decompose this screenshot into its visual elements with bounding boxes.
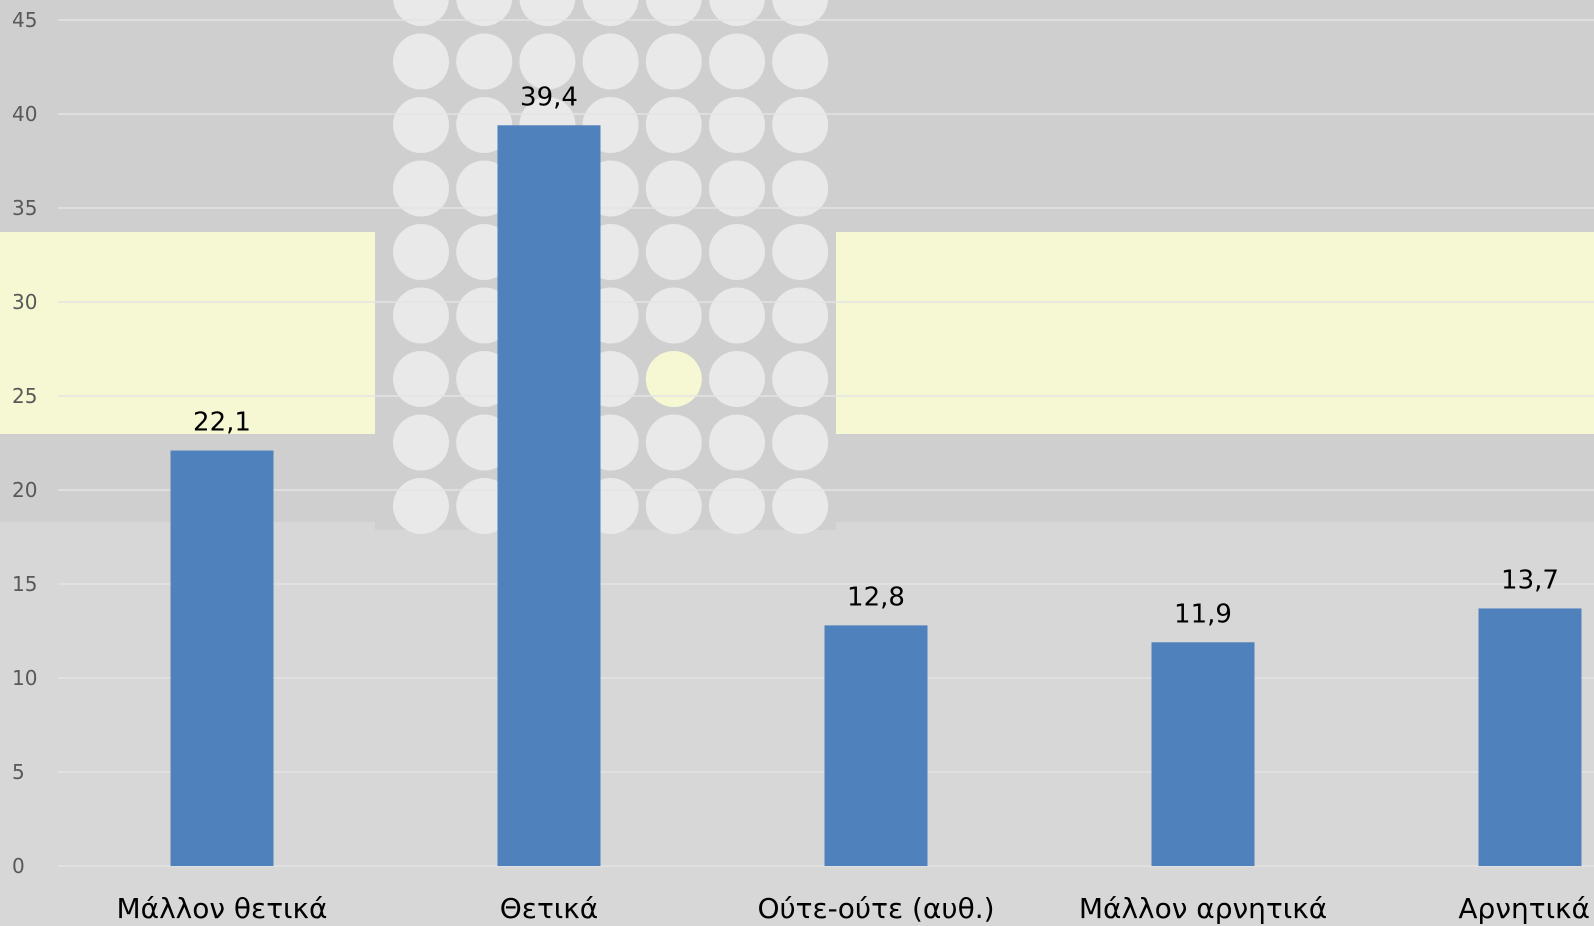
x-category-label: Ούτε-ούτε (αυθ.) [757, 892, 994, 925]
decor-dot [393, 478, 449, 534]
y-tick-label: 25 [12, 384, 37, 408]
decor-dot [772, 160, 829, 217]
decor-dot [772, 97, 829, 153]
y-tick-label: 45 [12, 8, 37, 32]
decor-dot [772, 33, 829, 90]
decor-dot [393, 33, 449, 90]
bar [497, 125, 601, 866]
decor-dot [772, 414, 829, 471]
decor-dot [393, 351, 449, 407]
decor-dot [645, 478, 702, 534]
highlight-band-left [0, 232, 375, 434]
y-tick-label: 40 [12, 102, 37, 126]
decor-dot [645, 351, 702, 407]
highlight-band-right [836, 232, 1594, 434]
y-tick-label: 15 [12, 572, 37, 596]
decor-dot [772, 224, 829, 280]
decor-dot [393, 287, 449, 344]
decor-dot [645, 33, 702, 90]
decor-dot [645, 287, 702, 344]
x-axis-category-labels: Μάλλον θετικά Θετικά Ούτε-ούτε (αυθ.) Μάλλο… [117, 892, 1590, 925]
decor-dot [393, 224, 449, 280]
decor-dot [645, 97, 702, 153]
decor-dot [645, 414, 702, 471]
data-label: 13,7 [1501, 565, 1559, 595]
bars [170, 125, 1582, 866]
decor-dot [709, 33, 765, 90]
data-label: 39,4 [520, 82, 578, 112]
decor-dot [709, 478, 765, 534]
decor-dot [393, 160, 449, 217]
data-label: 12,8 [847, 582, 905, 612]
x-category-label: Μάλλον αρνητικά [1079, 892, 1327, 925]
decor-dot [709, 414, 765, 471]
y-axis-tick-labels: 0 5 10 15 20 25 30 35 40 45 [12, 8, 37, 878]
bar [170, 450, 274, 866]
decor-dot [772, 287, 829, 344]
decor-dot [709, 287, 765, 344]
x-category-label: Μάλλον θετικά [117, 892, 328, 925]
data-label: 11,9 [1174, 599, 1232, 629]
decor-dot [772, 478, 829, 534]
x-category-label: Αρνητικά [1458, 892, 1590, 925]
y-tick-label: 10 [12, 666, 37, 690]
decor-dot [393, 97, 449, 153]
decor-dot [645, 224, 702, 280]
decor-dot [772, 351, 829, 407]
bar [1151, 642, 1255, 866]
data-labels: 22,1 39,4 12,8 11,9 13,7 [193, 82, 1559, 629]
data-label: 22,1 [193, 408, 251, 438]
decor-dot [456, 33, 513, 90]
y-tick-label: 35 [12, 196, 37, 220]
chart-background-decoration [0, 0, 1594, 534]
decor-dot [519, 33, 576, 90]
decor-dot [709, 160, 765, 217]
decor-dot [709, 97, 765, 153]
y-tick-label: 30 [12, 290, 37, 314]
bar [824, 625, 928, 866]
bar [1478, 608, 1582, 866]
decor-dot [582, 33, 639, 90]
decor-dot [645, 160, 702, 217]
y-tick-label: 20 [12, 478, 37, 502]
y-tick-label: 0 [12, 854, 25, 878]
decor-dot [709, 224, 765, 280]
decor-dot [393, 414, 449, 471]
x-category-label: Θετικά [500, 892, 598, 925]
decor-dot [709, 351, 765, 407]
y-tick-label: 5 [12, 760, 25, 784]
